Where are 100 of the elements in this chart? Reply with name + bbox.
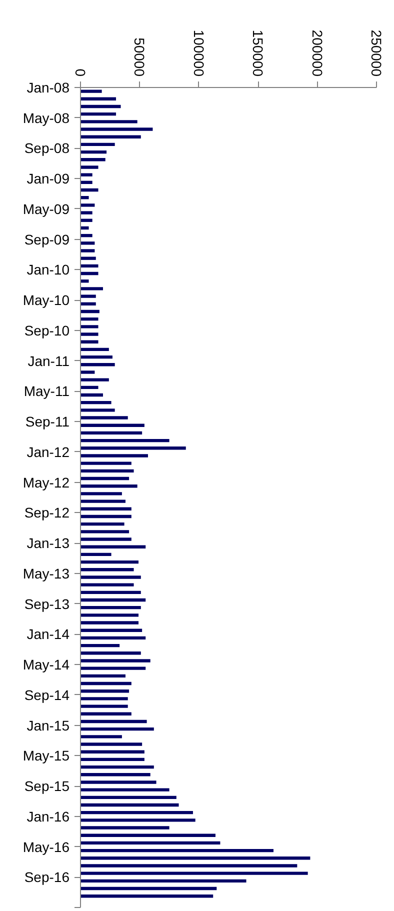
y-tick-label: Jan-09 bbox=[26, 170, 70, 187]
bar bbox=[80, 765, 154, 769]
bar bbox=[80, 872, 308, 875]
bar bbox=[80, 864, 298, 868]
bar bbox=[80, 272, 98, 276]
bar bbox=[80, 302, 96, 306]
bar bbox=[80, 590, 141, 594]
bar bbox=[80, 287, 103, 290]
bar bbox=[80, 568, 134, 572]
bar bbox=[80, 378, 109, 382]
bar bbox=[80, 112, 116, 116]
x-tick-label: 250000 bbox=[368, 30, 384, 77]
bar bbox=[80, 438, 170, 442]
bar bbox=[80, 644, 120, 648]
x-tick-label: 100000 bbox=[190, 30, 207, 77]
x-tick-label: 0 bbox=[72, 68, 88, 77]
bar bbox=[80, 576, 141, 579]
bar bbox=[80, 469, 134, 473]
bar bbox=[80, 636, 146, 640]
bar bbox=[80, 234, 92, 238]
y-tick-label: Jan-16 bbox=[26, 808, 70, 824]
bar bbox=[80, 310, 100, 314]
bar bbox=[80, 552, 112, 556]
bar bbox=[80, 796, 176, 799]
bar bbox=[80, 476, 130, 480]
bar bbox=[80, 249, 95, 252]
bar bbox=[80, 614, 139, 617]
bar bbox=[80, 818, 196, 822]
bar bbox=[80, 690, 130, 693]
bar bbox=[80, 348, 109, 352]
y-tick-label: Jan-13 bbox=[26, 535, 70, 552]
bar bbox=[80, 408, 115, 412]
bar bbox=[80, 128, 153, 131]
bar bbox=[80, 166, 98, 169]
y-tick-label: Sep-13 bbox=[24, 596, 70, 612]
y-tick-label: Sep-09 bbox=[24, 231, 70, 248]
bar bbox=[80, 256, 96, 260]
bar bbox=[80, 507, 132, 510]
bar bbox=[80, 196, 89, 200]
bar bbox=[80, 856, 310, 860]
bar bbox=[80, 500, 126, 503]
bar bbox=[80, 583, 134, 586]
bar bbox=[80, 742, 142, 746]
bar bbox=[80, 355, 112, 359]
bar bbox=[80, 204, 95, 207]
bar bbox=[80, 834, 216, 837]
bar bbox=[80, 666, 146, 670]
bar bbox=[80, 386, 98, 389]
bar bbox=[80, 826, 170, 830]
bar bbox=[80, 393, 103, 397]
y-tick-label: Sep-12 bbox=[24, 504, 70, 521]
bar bbox=[80, 280, 89, 283]
bar bbox=[80, 446, 186, 450]
bar bbox=[80, 188, 98, 192]
bar bbox=[80, 416, 128, 420]
y-tick-label: Jan-10 bbox=[26, 262, 70, 278]
bar bbox=[80, 90, 102, 93]
bar bbox=[80, 97, 116, 100]
bar bbox=[80, 720, 147, 724]
bar bbox=[80, 211, 92, 214]
bar bbox=[80, 514, 132, 518]
y-tick-label: Sep-16 bbox=[24, 869, 70, 886]
bar bbox=[80, 682, 132, 686]
y-tick-label: Jan-15 bbox=[26, 717, 70, 734]
bar bbox=[80, 325, 98, 328]
bar bbox=[80, 492, 122, 496]
bar bbox=[80, 363, 115, 366]
x-tick-label: 150000 bbox=[250, 30, 266, 77]
bar bbox=[80, 750, 144, 754]
bar bbox=[80, 530, 130, 534]
bar bbox=[80, 522, 124, 526]
bar bbox=[80, 218, 92, 222]
y-tick-label: May-13 bbox=[22, 565, 70, 582]
bar bbox=[80, 424, 144, 427]
bar bbox=[80, 158, 106, 162]
y-tick-label: Jan-11 bbox=[28, 352, 70, 369]
bar bbox=[80, 264, 98, 268]
bar bbox=[80, 894, 214, 898]
bar bbox=[80, 538, 132, 541]
bar bbox=[80, 659, 150, 662]
bar bbox=[80, 401, 112, 404]
bar bbox=[80, 462, 132, 465]
bar bbox=[80, 780, 156, 784]
bar bbox=[80, 135, 141, 138]
bar bbox=[80, 142, 115, 146]
x-tick-label: 50000 bbox=[132, 38, 148, 77]
bar bbox=[80, 545, 146, 548]
bar bbox=[80, 848, 274, 852]
bar bbox=[80, 879, 246, 883]
bar bbox=[80, 484, 138, 488]
bar bbox=[80, 226, 89, 230]
y-tick-label: Sep-11 bbox=[25, 414, 70, 430]
bar bbox=[80, 841, 220, 845]
bar bbox=[80, 652, 141, 655]
bar bbox=[80, 242, 95, 245]
bar bbox=[80, 811, 193, 814]
y-tick-label: Sep-08 bbox=[24, 140, 70, 156]
y-tick-label: Sep-15 bbox=[24, 778, 70, 794]
bar bbox=[80, 697, 128, 700]
x-tick-label: 200000 bbox=[309, 30, 326, 77]
